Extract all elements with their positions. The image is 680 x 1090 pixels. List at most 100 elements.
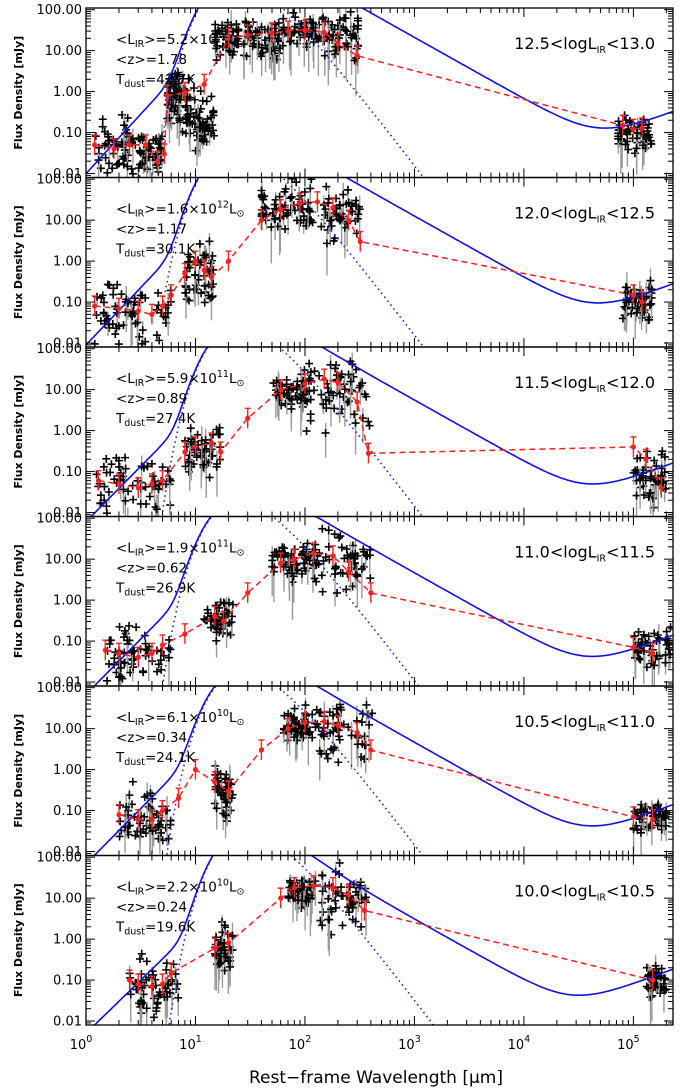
data-point	[116, 672, 125, 681]
luminosity-annotation: <LIR>=1.9×1011L⊙	[116, 539, 244, 559]
data-point	[268, 562, 277, 571]
x-tick-label: 102	[289, 1034, 312, 1053]
data-point	[660, 986, 669, 995]
luminosity-annotation: <LIR>=6.1×1010L⊙	[116, 708, 244, 728]
data-point	[644, 984, 653, 993]
data-point	[326, 360, 335, 369]
y-tick-label: 10.00	[45, 44, 82, 59]
data-point	[123, 129, 132, 138]
data-point	[138, 326, 147, 335]
panel-4: 0.01 0.10 1.00 10.00 100.00 Flux Density [mJy…	[12, 512, 674, 691]
data-point	[287, 384, 296, 393]
data-point	[165, 988, 174, 997]
dust-temperature-annotation: Tdust=24.1K	[115, 750, 196, 768]
data-point	[219, 598, 228, 607]
data-point	[178, 74, 187, 83]
data-point	[321, 395, 330, 404]
data-point	[166, 816, 175, 825]
data-point	[185, 451, 194, 460]
data-point	[331, 896, 340, 905]
data-point	[646, 488, 655, 497]
data-point	[309, 38, 318, 47]
greybody-curve	[168, 855, 435, 1025]
median-point	[149, 481, 155, 487]
data-point	[343, 42, 352, 51]
median-point	[201, 267, 207, 273]
median-point	[95, 478, 102, 484]
data-point	[318, 921, 327, 930]
median-point	[102, 647, 108, 653]
data-point	[319, 400, 328, 409]
data-point	[170, 107, 179, 116]
median-point	[168, 292, 174, 298]
luminosity-annotation: <LIR>=5.9×1011L⊙	[116, 369, 244, 389]
median-point	[354, 399, 360, 405]
median-point	[302, 27, 308, 33]
data-point	[149, 1013, 158, 1022]
data-point	[136, 997, 145, 1006]
data-point	[92, 470, 101, 479]
data-point	[287, 395, 296, 404]
data-point	[644, 120, 653, 129]
data-point	[214, 26, 223, 35]
median-point	[111, 146, 117, 152]
data-point	[289, 8, 298, 17]
data-point	[115, 462, 124, 471]
data-point	[647, 299, 656, 308]
data-point	[208, 430, 217, 439]
data-point	[317, 571, 326, 580]
data-point	[326, 905, 335, 914]
median-point	[357, 238, 363, 245]
data-point	[208, 292, 217, 301]
data-point	[365, 720, 374, 729]
data-point	[158, 463, 167, 472]
data-point	[154, 288, 163, 297]
data-point	[207, 452, 216, 461]
data-point	[135, 332, 144, 341]
x-tick-label: 105	[617, 1034, 640, 1053]
data-point	[285, 37, 294, 46]
panel-1: 0.01 0.10 1.00 10.00 100.00 Flux Density [mJy…	[12, 3, 674, 182]
median-point	[630, 292, 636, 298]
data-point	[115, 622, 124, 631]
data-point	[136, 954, 145, 963]
data-point	[157, 665, 166, 674]
median-point	[135, 817, 141, 823]
median-point	[630, 814, 636, 820]
data-point	[220, 921, 229, 930]
data-point	[647, 472, 656, 481]
data-point	[358, 379, 367, 388]
y-tick-label: 100.00	[37, 681, 83, 696]
data-point	[323, 754, 332, 763]
data-point	[661, 821, 670, 830]
data-point	[332, 46, 341, 55]
median-point	[368, 747, 374, 753]
data-point	[343, 185, 352, 194]
data-point	[136, 291, 145, 300]
data-point	[166, 645, 175, 654]
panel-frame	[85, 854, 674, 1026]
data-point	[101, 139, 110, 148]
data-point	[330, 530, 339, 539]
data-point	[289, 572, 298, 581]
data-point	[155, 336, 164, 345]
data-point	[245, 22, 254, 31]
y-tick-label: 1.00	[53, 424, 82, 439]
data-point	[272, 548, 281, 557]
median-point	[149, 983, 155, 990]
data-point	[127, 164, 136, 173]
data-point	[633, 809, 642, 818]
data-point	[364, 417, 373, 426]
data-point	[162, 965, 171, 974]
data-point	[98, 291, 107, 300]
data-point	[125, 517, 133, 525]
data-point	[315, 371, 324, 380]
data-point	[190, 285, 199, 294]
luminosity-range-label: 10.5<logLIR<11.0	[514, 712, 655, 734]
redshift-annotation: <z>=1.17	[116, 222, 187, 238]
data-point	[174, 993, 183, 1002]
data-point	[330, 25, 339, 34]
data-point	[92, 311, 101, 320]
data-point	[187, 462, 196, 471]
data-point	[129, 495, 138, 504]
